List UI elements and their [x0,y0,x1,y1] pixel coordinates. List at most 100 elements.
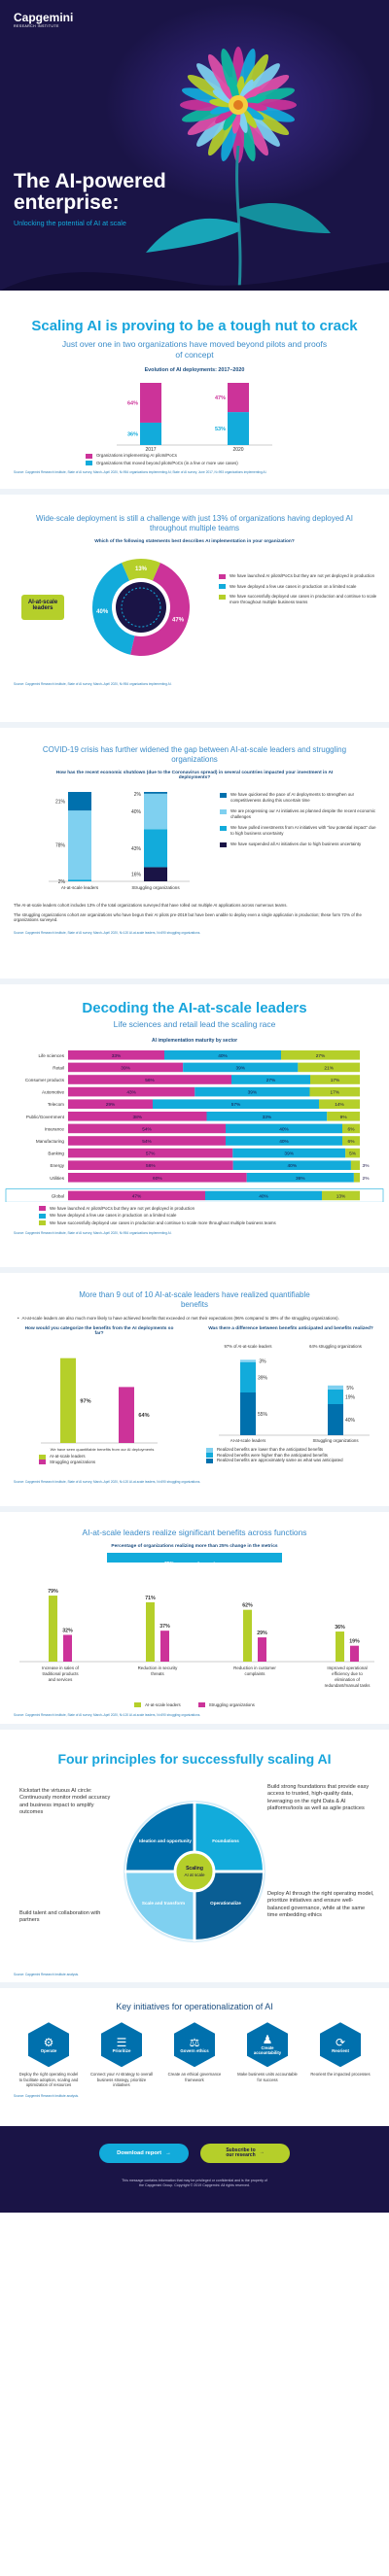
principle-foundations: Build strong foundations that provide ea… [267,1784,370,1811]
bar-segment [226,1135,342,1146]
bar-value-label: 21% [55,800,66,806]
wheel-center-line2: AI at scale [184,1872,205,1877]
legal-line2: the Capgemini Group. Copyright © 2019 Ca… [139,2183,250,2188]
bar-segment [68,879,91,881]
bar-value-label: 39% [284,1151,294,1156]
legend-swatch [206,1447,213,1453]
legend-swatch [220,808,227,814]
s6-title: AI-at-scale leaders realize significant … [82,1528,307,1537]
initiative-operate: ⚙ Operate Deploy the right operating mod… [18,2022,80,2087]
s5-title: More than 9 out of 10 AI-at-scale leader… [79,1290,310,1309]
bar-value-label: 53% [215,427,226,432]
sector-label: Telecom [48,1102,64,1107]
download-report-button[interactable]: Download report → [99,2144,189,2163]
legend-label: We have deployed a few use cases in prod… [50,1213,177,1219]
bar-segment [205,1190,322,1200]
legend-swatch [220,825,227,831]
slice-value-label: 47% [172,617,185,623]
section-wide-scale: Wide-scale deployment is still a challen… [0,495,389,722]
bar-segment [328,1389,343,1404]
bar-value-label: 39% [258,1375,268,1381]
reorient-hex-icon: ⟳ Reorient [320,2022,361,2068]
x-tick-label: Improved operational [327,1666,367,1670]
bar-segment [327,1111,360,1121]
x-tick-label: Increase in sales of [42,1666,80,1670]
legend-swatch [220,841,227,847]
slice-value-label: 40% [96,609,109,615]
divider [0,1982,389,1988]
s1-legend-pilots: Organizations implementing AI pilots/PoC… [86,453,303,459]
s3-chart: 2% 78% 21% AI-at-scale leaders 16% 43% 40% 2% St… [49,792,190,890]
s4-legend-few: We have deployed a few use cases in prod… [39,1213,370,1219]
sector-label: Utilities [50,1175,65,1180]
legend-label: We have suspended all AI initiatives due… [230,841,362,846]
subscribe-line2: our research [226,2152,256,2158]
s4-legend-scale: We have successfully deployed use cases … [39,1220,370,1226]
bar-value-label: 17% [330,1089,339,1095]
legend-swatch [86,453,92,459]
bar-segment [68,1123,226,1133]
bar-value-label: 27% [316,1052,326,1058]
bar-segment [310,1074,360,1084]
bar-value-label: 16% [131,873,142,878]
s3-title: COVID-19 crisis has further widened the … [42,745,347,764]
legend-label: AI-at-scale leaders [145,1701,181,1707]
legend-swatch [206,1453,213,1458]
gear-icon: ⚙ [43,2035,54,2049]
bar-value-label: 14% [335,1102,344,1108]
x-tick-label: elimination of [335,1677,361,1682]
scales-icon: ⚖ [189,2035,200,2049]
bar-value-label: 3% [363,1163,371,1169]
bar-segment [194,1086,310,1097]
bar-value-label: 40% [259,1193,268,1199]
legend-swatch [220,792,227,798]
bar-value-label: 2% [363,1175,371,1181]
bar-value-label: 57% [146,1151,156,1156]
s5-anticipated-chart: 97% of AI-at-scale leaders 55% 39% 3% AI-at-… [219,1344,370,1443]
bar-value-label: 9% [340,1114,348,1119]
legend-label: We have quickened the pace of AI deploym… [230,792,355,803]
s4-title: Decoding the AI-at-scale leaders [82,1000,307,1016]
bar-value-label: 32% [62,1628,73,1633]
leaders-badge: AI-at-scale leaders [21,595,64,620]
s6-legend-leaders: AI-at-scale leaders [134,1701,181,1707]
footer: Download report → Subscribe to our resear… [0,2126,389,2213]
initiative-label: Create accountability [253,2045,282,2056]
legend-label: Struggling organizations [208,1701,255,1707]
initiative-label: Govern ethics [180,2047,209,2053]
bar-value-label: 36% [296,1175,305,1181]
section-benefits: More than 9 out of 10 AI-at-scale leader… [0,1273,389,1506]
legend-swatch [219,573,226,579]
s1-chart: 36% 64% 2017 53% 47% 2020 [117,383,272,451]
bar-struggling [119,1387,134,1443]
legend-label: We have deployed a few use cases in prod… [230,583,357,589]
s3-legend-pulled: We have pulled investments from AI initi… [220,825,377,836]
bar-value-label: 2% [134,792,142,798]
s5-q1: How would you categorize the benefits fr… [24,1326,174,1336]
bar-segment [240,1359,256,1362]
principles-wheel: Scaling AI at scale Ideation and opportu… [124,1801,265,1942]
s8-title: Key initiatives for operationalization o… [116,2002,273,2011]
bar-value-label: 62% [242,1602,253,1608]
donut-inner-ring [121,587,161,628]
bar-value-label: 6% [348,1126,356,1132]
s5-legend-lower: Realized benefits are lower than the ant… [206,1447,381,1453]
divider [0,722,389,728]
legend-swatch [39,1213,46,1219]
s6-banner: 25% or more change in .... [107,1552,282,1567]
legend-label: Struggling organizations [50,1459,96,1464]
bar-value-label: 36% [127,432,138,438]
s1-chart-title: Evolution of AI deployments: 2017–2020 [144,367,245,374]
bar-value-label: 36% [335,1625,345,1631]
legend-label: Realized benefits are lower than the ant… [217,1447,324,1452]
subscribe-button[interactable]: Subscribe to our research → [200,2144,290,2163]
petal-operationalize [194,1872,263,1940]
bar-value-label: 3% [259,1359,266,1365]
initiative-accountability: ♟ Create accountability Make business un… [236,2022,299,2087]
initiative-desc: Deploy the right operating model to faci… [18,2072,79,2088]
x-tick-label: AI-at-scale leaders [61,885,99,890]
petal-label-operationalize: Operationalize [210,1901,241,1906]
subscribe-line1: Subscribe to [226,2147,256,2153]
s3-source: Source: Capgemini Research Institute, St… [14,930,201,935]
prioritize-hex-icon: ☰ Prioritize [101,2022,142,2068]
